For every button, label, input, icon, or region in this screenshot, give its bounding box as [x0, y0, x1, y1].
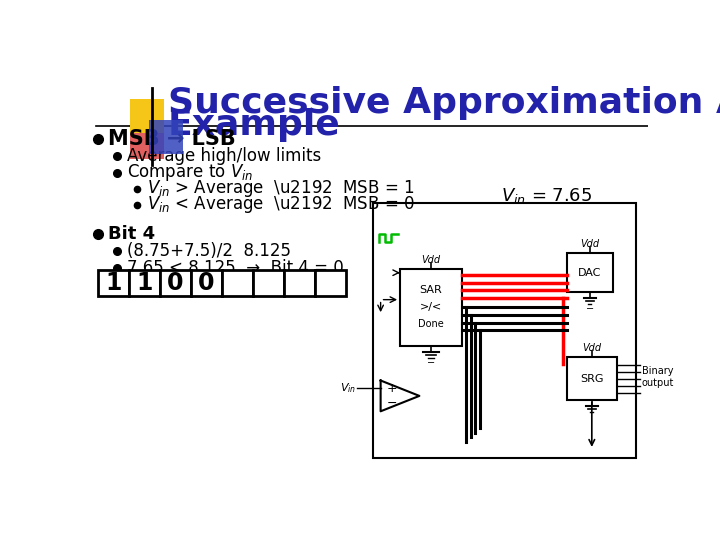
Text: $V_{in}$ = 7.65: $V_{in}$ = 7.65 [500, 186, 592, 206]
Text: SRG: SRG [580, 374, 603, 383]
Text: 1: 1 [105, 271, 122, 295]
Text: 0: 0 [198, 271, 215, 295]
Text: $V_{in}$: $V_{in}$ [340, 381, 356, 395]
Bar [373, 204, 636, 457]
Bar [400, 269, 462, 346]
Text: −: − [387, 397, 397, 410]
Text: DAC: DAC [578, 268, 602, 278]
Bar [149, 120, 183, 154]
Text: MSB → LSB: MSB → LSB [108, 130, 235, 150]
Text: Bit 4: Bit 4 [108, 225, 155, 243]
Text: SAR: SAR [420, 286, 442, 295]
Bar [191, 269, 222, 296]
Text: +: + [387, 382, 397, 395]
Text: 1: 1 [136, 271, 153, 295]
Text: 0: 0 [167, 271, 184, 295]
Text: −: − [427, 358, 435, 368]
Bar [284, 269, 315, 296]
Text: 7.65 < 8.125  →  Bit 4 = 0: 7.65 < 8.125 → Bit 4 = 0 [127, 259, 344, 277]
Bar [98, 269, 129, 296]
Bar [160, 269, 191, 296]
Text: Successive Approximation ADC: Successive Approximation ADC [168, 86, 720, 120]
Text: $V_{in}$ < Average  \u2192  MSB = 0: $V_{in}$ < Average \u2192 MSB = 0 [147, 194, 415, 215]
Text: −: − [586, 304, 594, 314]
Bar [567, 357, 617, 400]
Text: Done: Done [418, 319, 444, 329]
Bar [253, 269, 284, 296]
Text: (8.75+7.5)/2  8.125: (8.75+7.5)/2 8.125 [127, 242, 291, 260]
Text: >/<: >/< [420, 302, 442, 312]
Bar [567, 253, 613, 292]
Bar [129, 269, 160, 296]
Bar [130, 132, 164, 159]
Text: $V_{in}$ > Average  \u2192  MSB = 1: $V_{in}$ > Average \u2192 MSB = 1 [147, 178, 414, 199]
Text: Compare to $V_{in}$: Compare to $V_{in}$ [127, 162, 253, 183]
Text: Vdd: Vdd [421, 255, 441, 265]
Text: Vdd: Vdd [582, 343, 601, 353]
Text: Average high/low limits: Average high/low limits [127, 147, 321, 165]
Text: Example: Example [168, 108, 341, 142]
Bar [315, 269, 346, 296]
Bar [130, 99, 164, 132]
Bar [222, 269, 253, 296]
Text: Binary
output: Binary output [642, 366, 674, 388]
Text: Vdd: Vdd [580, 239, 600, 249]
Polygon shape [381, 381, 419, 411]
